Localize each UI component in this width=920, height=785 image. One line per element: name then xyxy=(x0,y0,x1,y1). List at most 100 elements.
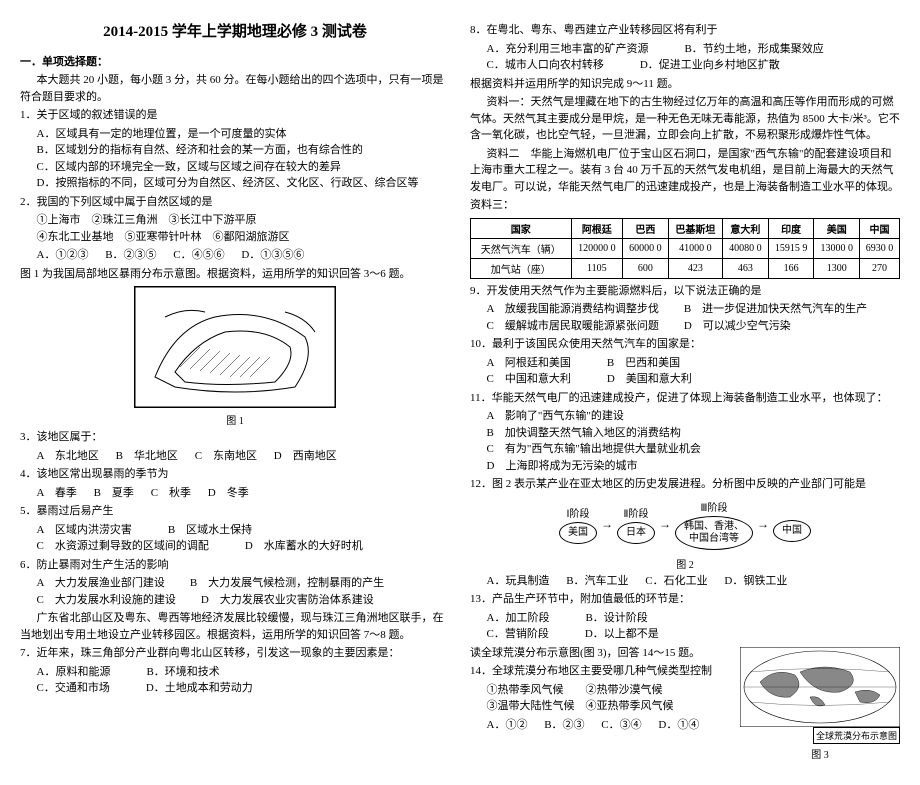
q10: 10．最利于该国民众使用天然气汽车的国家是： xyxy=(470,336,900,353)
stage-3: Ⅲ阶段 xyxy=(675,499,753,514)
q12: 12．图 2 表示某产业在亚太地区的历史发展进程。分析图中反映的产业部门可能是 xyxy=(470,476,900,493)
fig1-intro: 图 1 为我国局部地区暴雨分布示意图。根据资料，运用所学的知识回答 3～6 题。 xyxy=(20,266,450,283)
right-column: 8．在粤北、粤东、粤西建立产业转移园区将有利于 A．充分利用三地丰富的矿产资源 … xyxy=(470,20,900,765)
node-kr: 韩国、香港、 中国台湾等 xyxy=(675,516,753,550)
r2c6: 1300 xyxy=(814,258,860,278)
q6c: C 大力发展水利设施的建设 xyxy=(37,594,176,606)
r2c7: 270 xyxy=(860,258,900,278)
node-us: 美国 xyxy=(559,522,597,544)
q13: 13．产品生产环节中，附加值最低的环节是： xyxy=(470,591,900,608)
q13a: A．加工阶段 xyxy=(487,612,550,624)
fig2-caption: 图 2 xyxy=(470,556,900,571)
q9: 9．开发使用天然气作为主要能源燃料后，以下说法正确的是 xyxy=(470,283,900,300)
q4: 4．该地区常出现暴雨的季节为 xyxy=(20,466,450,483)
q13b: B．设计阶段 xyxy=(585,612,647,624)
th-6: 美国 xyxy=(814,218,860,238)
section-1-title: 一．单项选择题： xyxy=(20,53,450,69)
q8d: D．促进工业向乡村地区扩散 xyxy=(640,59,780,71)
q6: 6．防止暴雨对生产生活的影响 xyxy=(20,557,450,574)
table-row: 加气站（座） 1105 600 423 463 166 1300 270 xyxy=(471,258,900,278)
q14c: C．③④ xyxy=(601,719,641,731)
q9b: B 进一步促进加快天然气汽车的生产 xyxy=(684,303,867,315)
th-7: 中国 xyxy=(860,218,900,238)
r2c1: 1105 xyxy=(571,258,622,278)
th-4: 意大利 xyxy=(723,218,769,238)
q3d: D 西南地区 xyxy=(274,450,337,462)
r1c6: 13000 0 xyxy=(814,238,860,258)
q2b: B．②③⑤ xyxy=(105,249,156,261)
q1a: A．区域具有一定的地理位置，是一个可度量的实体 xyxy=(37,126,451,143)
q11-opts: A 影响了"西气东输"的建设 B 加快调整天然气输入地区的消费结构 C 有为"西… xyxy=(487,408,901,474)
q6-opts: A 大力发展渔业部门建设 B 大力发展气候检测，控制暴雨的产生 C 大力发展水利… xyxy=(37,575,451,608)
th-2: 巴西 xyxy=(623,218,669,238)
figure-2-flow: Ⅰ阶段 美国 → Ⅱ阶段 日本 → Ⅲ阶段 韩国、香港、 中国台湾等 → 中国 xyxy=(470,499,900,571)
q2-line2: ④东北工业基地 ⑤亚寒带针叶林 ⑥鄱阳湖旅游区 xyxy=(37,229,451,246)
fig3-inner-caption: 全球荒漠分布示意图 xyxy=(813,727,900,744)
q13d: D．以上都不是 xyxy=(585,628,659,640)
figure-3-worldmap: 全球荒漠分布示意图 图 3 xyxy=(740,647,900,763)
q13-opts: A．加工阶段 B．设计阶段 C．营销阶段 D．以上都不是 xyxy=(487,610,901,643)
r2c2: 600 xyxy=(623,258,669,278)
q2d: D．①③⑤⑥ xyxy=(241,249,304,261)
q12a: A．玩具制造 xyxy=(487,575,550,587)
q12c: C．石化工业 xyxy=(645,575,707,587)
fig3-caption: 图 3 xyxy=(740,746,900,761)
q4c: C 秋季 xyxy=(151,487,191,499)
q6b: B 大力发展气候检测，控制暴雨的产生 xyxy=(190,577,384,589)
q5a: A 区域内洪涝灾害 xyxy=(37,524,132,536)
q8-opts: A．充分利用三地丰富的矿产资源 B．节约土地，形成集聚效应 C．城市人口向农村转… xyxy=(487,41,901,74)
q10c: C 中国和意大利 xyxy=(487,373,571,385)
q14d: D．①④ xyxy=(658,719,699,731)
q4d: D 冬季 xyxy=(208,487,249,499)
q14a: A．①② xyxy=(487,719,528,731)
arrow-icon: → xyxy=(757,517,769,532)
q3b: B 华北地区 xyxy=(116,450,178,462)
q3-opts: A 东北地区 B 华北地区 C 东南地区 D 西南地区 xyxy=(37,448,451,465)
q7c: C．交通和市场 xyxy=(37,682,110,694)
r1c7: 6930 0 xyxy=(860,238,900,258)
page-title: 2014-2015 学年上学期地理必修 3 测试卷 xyxy=(20,20,450,41)
q11b: B 加快调整天然气输入地区的消费结构 xyxy=(487,425,901,442)
q8b: B．节约土地，形成集聚效应 xyxy=(684,43,823,55)
q14b: B．②③ xyxy=(544,719,584,731)
q5c: C 水资源过剩导致的区域间的调配 xyxy=(37,540,209,552)
q3c: C 东南地区 xyxy=(195,450,257,462)
q7b: B．环境和技术 xyxy=(146,666,219,678)
r1c0: 天然气汽车（辆） xyxy=(471,238,572,258)
q12b: B．汽车工业 xyxy=(566,575,628,587)
gas-table: 国家 阿根廷 巴西 巴基斯坦 意大利 印度 美国 中国 天然气汽车（辆） 120… xyxy=(470,218,900,279)
q9a: A 放缓我国能源消费结构调整步伐 xyxy=(487,303,659,315)
material-3-label: 资料三： xyxy=(470,197,900,214)
q7: 7．近年来，珠三角部分产业群向粤北山区转移，引发这一现象的主要因素是： xyxy=(20,645,450,662)
q4a: A 春季 xyxy=(37,487,77,499)
r1c3: 41000 0 xyxy=(668,238,722,258)
q10a: A 阿根廷和美国 xyxy=(487,357,571,369)
q11: 11．华能天然气电厂的迅速建成投产，促进了体现上海装备制造工业水平，也体现了： xyxy=(470,390,900,407)
r1c1: 120000 0 xyxy=(571,238,622,258)
figure-1-map xyxy=(134,286,336,408)
arrow-icon: → xyxy=(601,517,613,532)
stage-1: Ⅰ阶段 xyxy=(559,505,597,520)
q12d: D．钢铁工业 xyxy=(724,575,787,587)
th-1: 阿根廷 xyxy=(571,218,622,238)
q10d: D 美国和意大利 xyxy=(607,373,692,385)
q7d: D．土地成本和劳动力 xyxy=(146,682,253,694)
q8c: C．城市人口向农村转移 xyxy=(487,59,604,71)
stage-2: Ⅱ阶段 xyxy=(617,505,655,520)
para-7-8: 广东省北部山区及粤东、粤西等地经济发展比较缓慢，现与珠江三角洲地区联手，在当地划… xyxy=(20,610,450,643)
r2c4: 463 xyxy=(723,258,769,278)
q1-opts: A．区域具有一定的地理位置，是一个可度量的实体 B．区域划分的指标有自然、经济和… xyxy=(37,126,451,192)
q2: 2．我国的下列区域中属于自然区域的是 xyxy=(20,194,450,211)
q13c: C．营销阶段 xyxy=(487,628,549,640)
table-row: 天然气汽车（辆） 120000 0 60000 0 41000 0 40080 … xyxy=(471,238,900,258)
q1d: D．按照指标的不同，区域可分为自然区、经济区、文化区、行政区、综合区等 xyxy=(37,175,451,192)
table-header-row: 国家 阿根廷 巴西 巴基斯坦 意大利 印度 美国 中国 xyxy=(471,218,900,238)
q5d: D 水库蓄水的大好时机 xyxy=(245,540,363,552)
r2c0: 加气站（座） xyxy=(471,258,572,278)
r2c5: 166 xyxy=(768,258,814,278)
fig1-caption: 图 1 xyxy=(20,412,450,427)
node-jp: 日本 xyxy=(617,522,655,544)
q9d: D 可以减少空气污染 xyxy=(684,320,791,332)
q8: 8．在粤北、粤东、粤西建立产业转移园区将有利于 xyxy=(470,22,900,39)
r1c2: 60000 0 xyxy=(623,238,669,258)
